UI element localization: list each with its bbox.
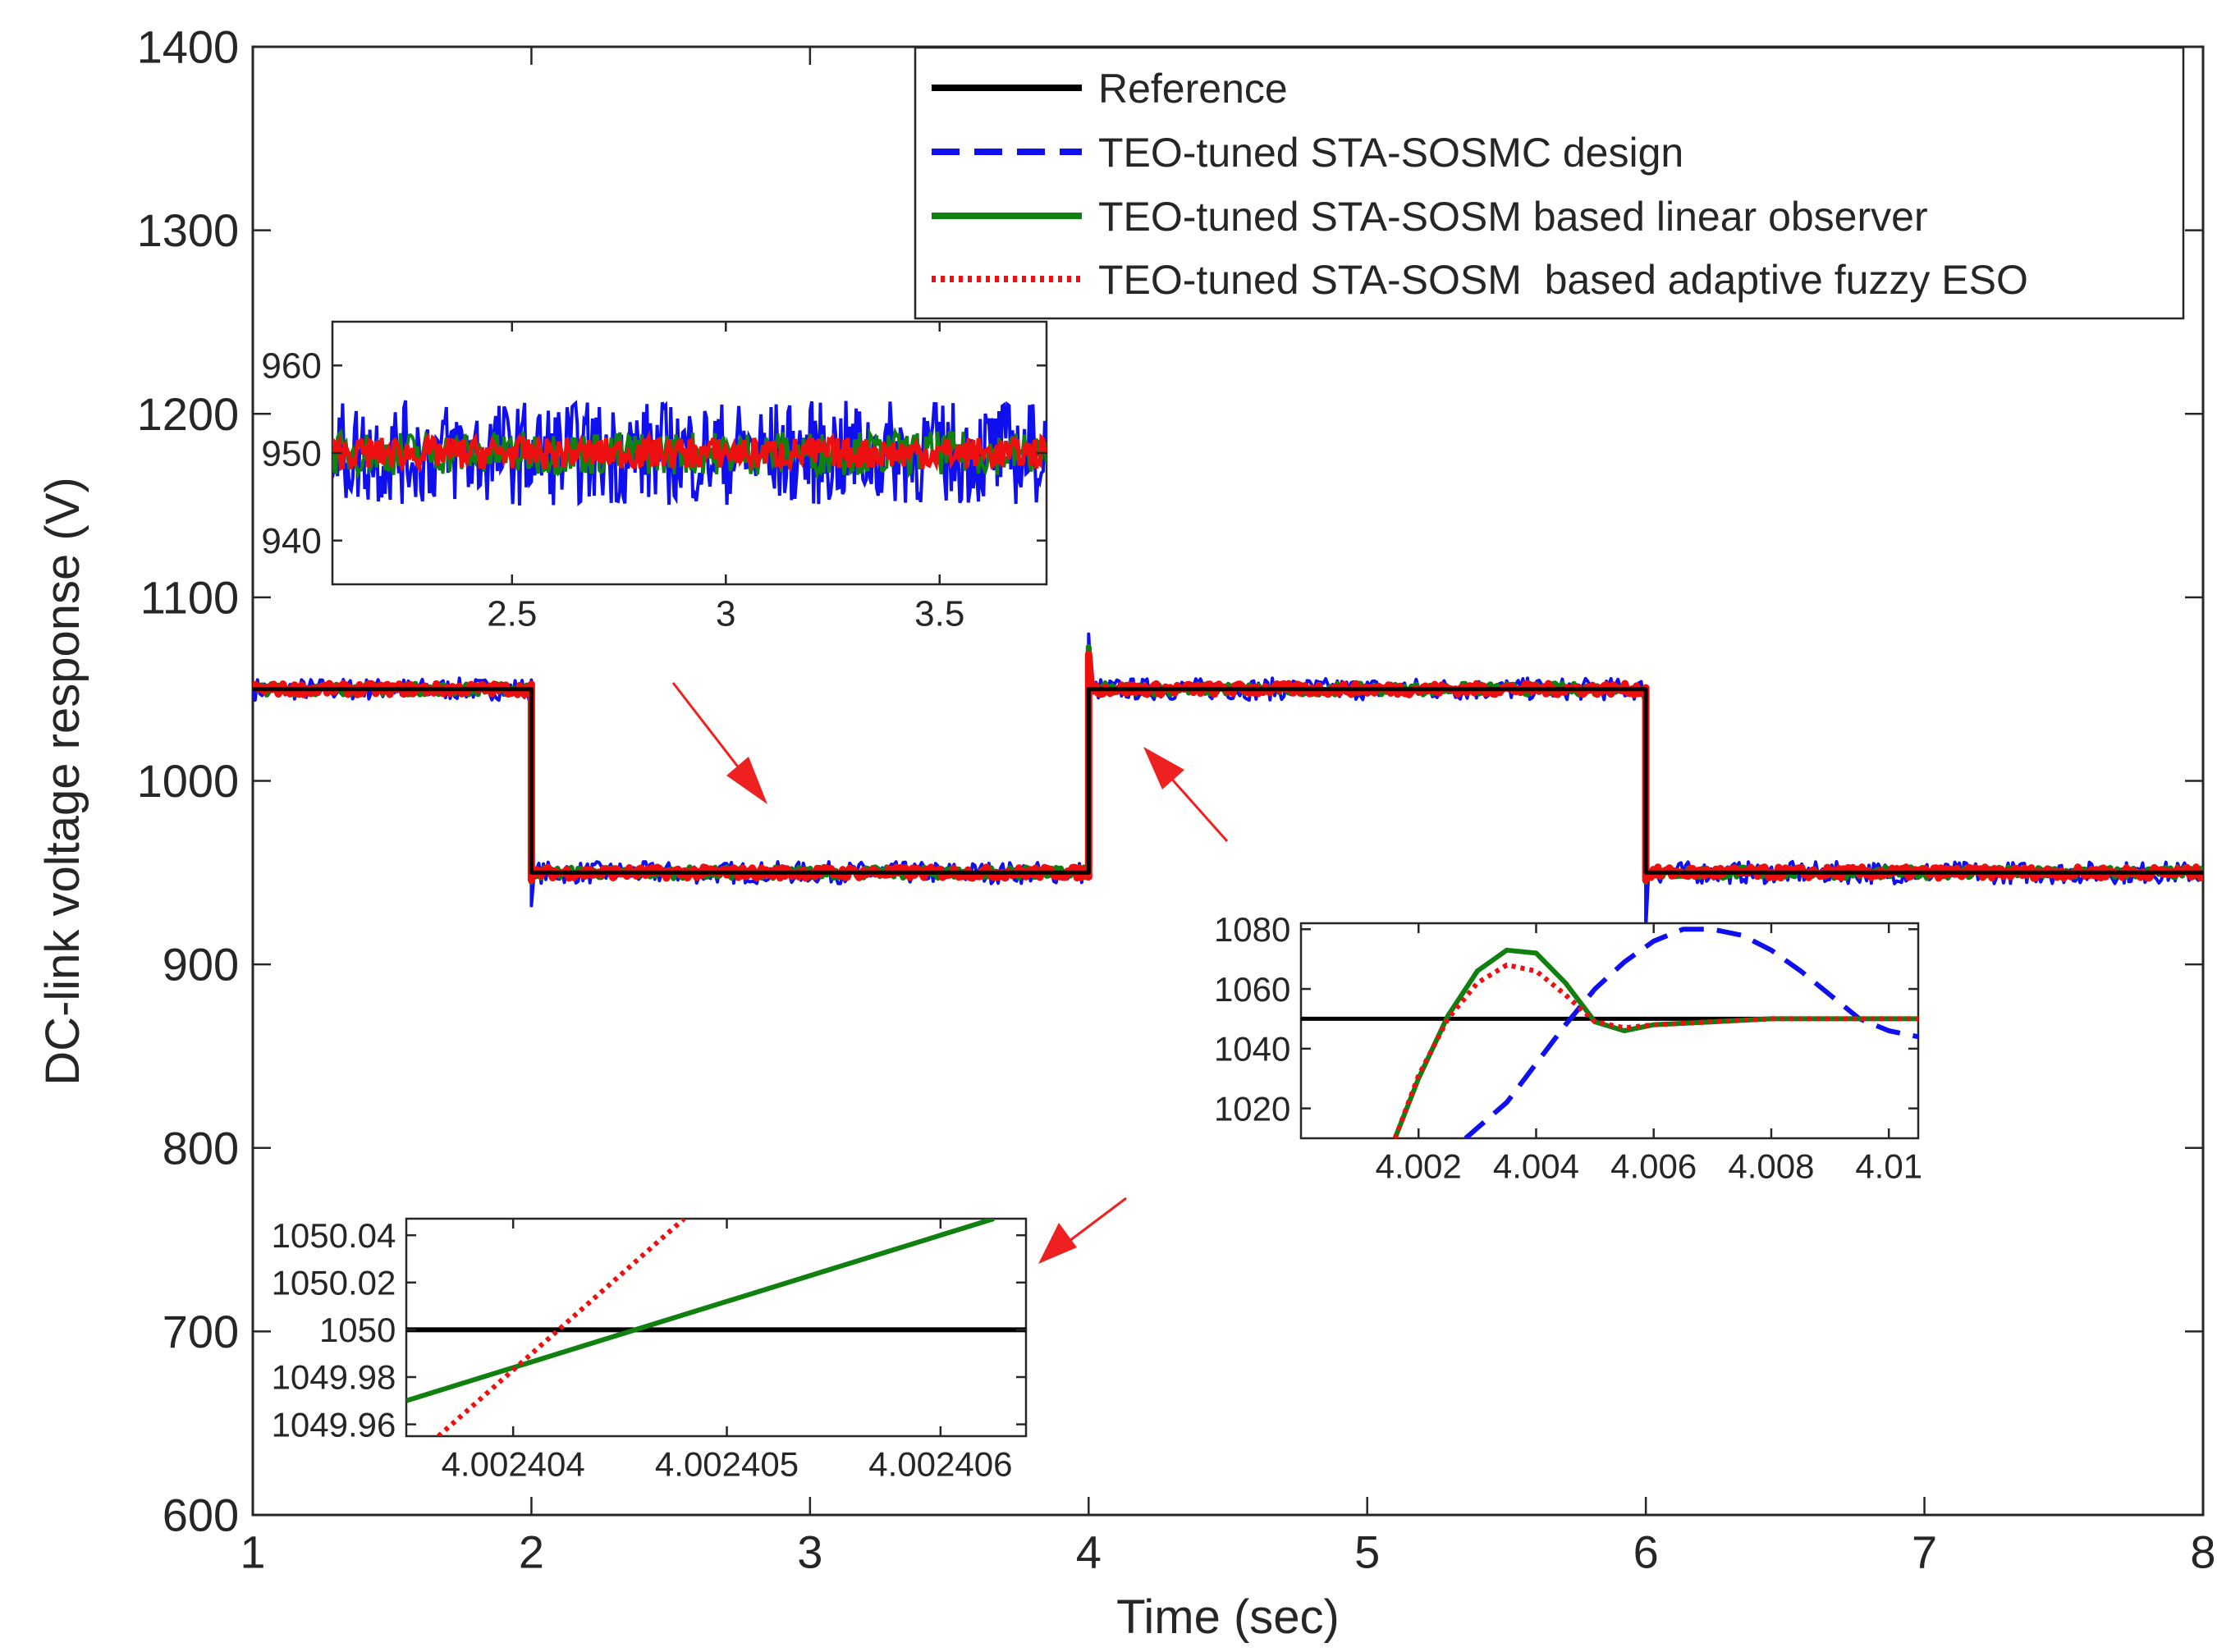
y-tick-label: 1080: [1214, 910, 1290, 949]
y-tick-label: 600: [163, 1490, 239, 1541]
y-tick-label: 900: [163, 939, 239, 991]
legend: Reference TEO-tuned STA-SOSMC design TEO…: [914, 46, 2185, 320]
x-tick-label: 4: [1076, 1526, 1102, 1577]
y-tick-label: 1200: [137, 388, 240, 440]
inset-bottom-series-group: [406, 1219, 1026, 1436]
legend-label-reference: Reference: [1098, 66, 1288, 112]
x-tick-label: 4.002: [1376, 1146, 1462, 1185]
inset-right-frame: [1299, 922, 1920, 1140]
inset-top-series-teo-tuned-sta-sosmc-design: [332, 400, 1047, 507]
y-tick-label: 1400: [137, 21, 240, 73]
main-series-reference: [253, 687, 2203, 875]
x-tick-label: 3: [716, 594, 735, 634]
legend-label-sta-sosmc: TEO-tuned STA-SOSMC design: [1098, 130, 1683, 176]
y-tick-label: 940: [261, 521, 321, 561]
annotation-arrows: [671, 682, 1229, 1264]
inset-bottom-plot: 4.002404 4.002405 4.002406 1049.96 1049.98 10…: [272, 1216, 1028, 1483]
y-tick-label: 1300: [137, 204, 240, 256]
legend-label-linear-observer: TEO-tuned STA-SOSM based linear observer: [1098, 194, 1928, 240]
inset-top-plot: 2.5 3 3.5 940 950 960: [261, 320, 1048, 634]
y-tick-label: 800: [163, 1122, 239, 1174]
inset-top-series-group: [332, 400, 1047, 507]
inset-top-series-teo-tuned-sta-sosm-based-adaptive-fuzzy-eso: [332, 429, 1047, 474]
y-tick-label: 1050.02: [272, 1263, 396, 1302]
inset-right-series-teo-tuned-sta-sosmc-design: [1463, 927, 1918, 1138]
y-tick-label: 1040: [1214, 1030, 1290, 1069]
x-tick-label: 4.002406: [868, 1444, 1012, 1483]
y-tick-label: 1049.98: [272, 1358, 396, 1397]
y-tick-label: 960: [261, 346, 321, 387]
main-axis-group: 1 2 3 4 5 6 7 8 600 700 800 900 1000 1100 1200 1300 1400: [137, 21, 2216, 1578]
inset-right-series-teo-tuned-sta-sosm-based-adaptive-fuzzy-eso: [1392, 962, 1918, 1138]
arrow-to-top-inset: [671, 682, 767, 804]
x-tick-label: 5: [1354, 1526, 1380, 1577]
x-tick-label: 4.004: [1493, 1146, 1579, 1185]
legend-label-fuzzy-eso: TEO-tuned STA-SOSM based adaptive fuzzy …: [1098, 257, 2028, 303]
x-tick-label: 1: [240, 1526, 265, 1577]
y-tick-label: 1050: [319, 1311, 396, 1349]
x-tick-label: 4.002405: [655, 1444, 799, 1483]
y-tick-label: 1049.96: [272, 1405, 396, 1444]
inset-right-axis-group: 4.002 4.004 4.006 4.008 4.01 1020 1040 1060 1080: [1214, 910, 1922, 1185]
x-tick-label: 2: [519, 1526, 544, 1577]
main-series-group: [253, 632, 2203, 930]
x-tick-label: 3: [797, 1526, 822, 1577]
arrow-to-right-inset: [1143, 747, 1229, 842]
x-tick-label: 3.5: [914, 594, 964, 634]
y-tick-label: 950: [261, 433, 321, 474]
inset-bottom-series-teo-tuned-sta-sosm-based-adaptive-fuzzy-eso: [437, 1219, 686, 1436]
y-tick-label: 1100: [140, 571, 239, 623]
arrow-to-bottom-inset: [1038, 1197, 1127, 1264]
inset-top-axis-group: 2.5 3 3.5 940 950 960: [261, 322, 1047, 634]
inset-bottom-series-teo-tuned-sta-sosm-based-linear-observer: [406, 1219, 995, 1403]
y-tick-label: 1050.04: [272, 1216, 396, 1255]
y-axis-label: DC-link voltage response (V): [36, 477, 89, 1085]
x-tick-label: 4.006: [1610, 1146, 1697, 1185]
y-tick-label: 1060: [1214, 970, 1290, 1009]
x-tick-label: 4.002404: [442, 1444, 585, 1483]
legend-box: [914, 46, 2185, 320]
y-tick-label: 700: [163, 1306, 239, 1357]
x-tick-label: 4.01: [1855, 1146, 1922, 1185]
x-tick-label: 6: [1633, 1526, 1659, 1577]
inset-bottom-axis-group: 4.002404 4.002405 4.002406 1049.96 1049.98 10…: [272, 1216, 1026, 1483]
x-tick-label: 7: [1912, 1526, 1937, 1577]
x-axis-label: Time (sec): [1116, 1590, 1340, 1644]
inset-right-series-group: [1301, 927, 1918, 1138]
x-tick-label: 2.5: [487, 594, 537, 634]
inset-right-plot: 4.002 4.004 4.006 4.008 4.01 1020 1040 1060 1080: [1214, 910, 1922, 1185]
x-tick-label: 4.008: [1728, 1146, 1814, 1185]
x-tick-label: 8: [2190, 1526, 2215, 1577]
y-tick-label: 1020: [1214, 1089, 1290, 1128]
y-tick-label: 1000: [137, 755, 240, 807]
